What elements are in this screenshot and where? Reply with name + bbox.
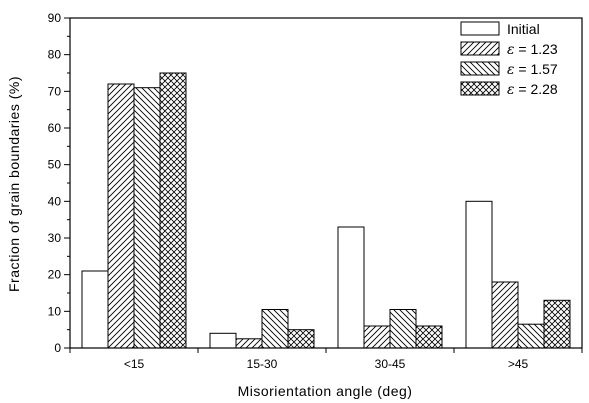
x-tick-label: >45 bbox=[508, 357, 529, 371]
legend-value: = 1.23 bbox=[515, 41, 558, 57]
legend-label-3: ε = 1.57 bbox=[507, 61, 558, 78]
legend-label-2: ε = 1.23 bbox=[507, 41, 558, 58]
bar-2-3 bbox=[363, 325, 391, 349]
bar-1-3 bbox=[337, 226, 365, 349]
legend-swatch-2 bbox=[460, 41, 500, 56]
legend-value: = 1.57 bbox=[515, 61, 558, 77]
bar-4-1 bbox=[159, 72, 187, 349]
epsilon-symbol: ε bbox=[507, 82, 515, 98]
bar-3-4 bbox=[517, 323, 545, 349]
bar-2-1 bbox=[107, 83, 135, 349]
bar-2-4 bbox=[491, 281, 519, 349]
y-axis-label: Fraction of grain boundaries (%) bbox=[6, 76, 22, 292]
bars-group bbox=[81, 72, 571, 349]
legend-swatch-4 bbox=[460, 81, 500, 96]
y-tick-label: 10 bbox=[48, 304, 62, 318]
bar-4-3 bbox=[415, 325, 443, 349]
bar-2-2 bbox=[235, 338, 263, 349]
bar-1-4 bbox=[465, 200, 493, 349]
legend-value: = 2.28 bbox=[515, 81, 558, 97]
x-tick-label: <15 bbox=[124, 357, 145, 371]
epsilon-symbol: ε bbox=[507, 62, 515, 78]
y-tick-label: 30 bbox=[48, 231, 62, 245]
plot-frame bbox=[69, 17, 583, 349]
y-tick-label: 50 bbox=[48, 158, 62, 172]
y-tick-label: 70 bbox=[48, 84, 62, 98]
bar-3-2 bbox=[261, 309, 289, 349]
y-tick-label: 80 bbox=[48, 48, 62, 62]
bar-4-4 bbox=[543, 299, 571, 349]
epsilon-symbol: ε bbox=[507, 42, 515, 58]
legend-swatch-3 bbox=[460, 61, 500, 76]
y-tick-label: 40 bbox=[48, 194, 62, 208]
legend-label-4: ε = 2.28 bbox=[507, 81, 558, 98]
bar-3-3 bbox=[389, 309, 417, 349]
bar-1-2 bbox=[209, 332, 237, 349]
y-axis-ticks: 0 10 20 30 40 50 60 70 80 90 bbox=[48, 11, 70, 355]
y-tick-label: 60 bbox=[48, 121, 62, 135]
bar-4-2 bbox=[287, 329, 315, 349]
y-tick-label: 20 bbox=[48, 268, 62, 282]
bar-3-1 bbox=[133, 87, 161, 349]
y-tick-label: 90 bbox=[48, 11, 62, 25]
bar-1-1 bbox=[81, 270, 109, 349]
legend-swatch-1 bbox=[460, 21, 500, 36]
x-tick-label: 30-45 bbox=[375, 357, 406, 371]
x-axis-label: Misorientation angle (deg) bbox=[238, 383, 413, 399]
x-axis-ticks: <15 15-30 30-45 >45 bbox=[69, 348, 583, 371]
y-tick-label: 0 bbox=[54, 341, 61, 355]
x-tick-label: 15-30 bbox=[247, 357, 278, 371]
legend-label-1: Initial bbox=[507, 21, 540, 37]
